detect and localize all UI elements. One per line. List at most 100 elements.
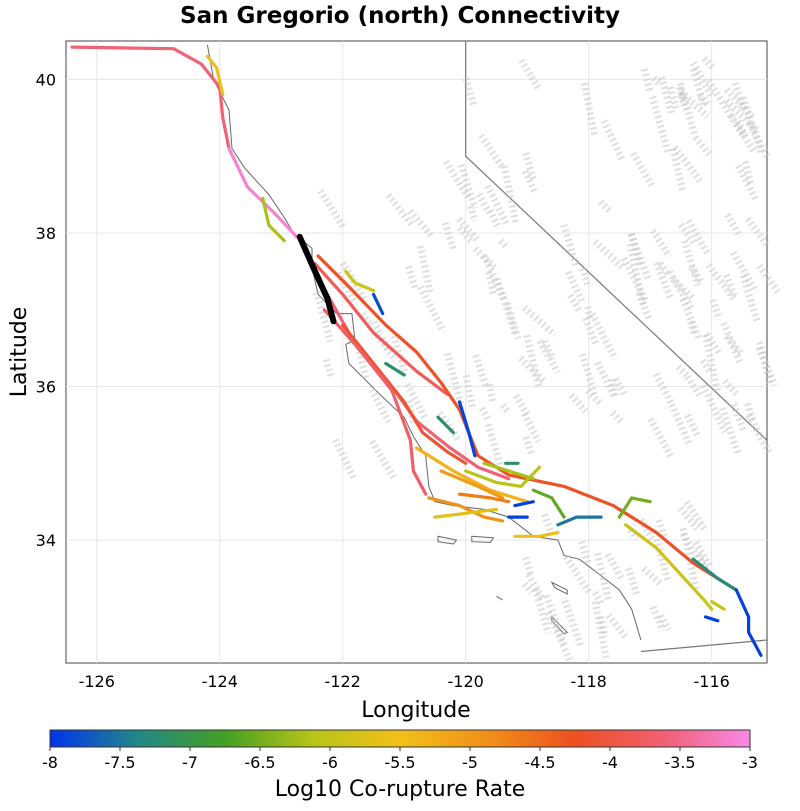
colorbar-ticks: -8 -7.5 -7 -6.5 -6 -5.5 -5 -4.5 -4 -3.5 -3: [42, 747, 758, 772]
colorbar-tick-label: -6.5: [244, 753, 275, 772]
background-fault-trace: [627, 527, 640, 541]
background-fault-trace: [755, 346, 778, 387]
island-outline: [437, 535, 458, 545]
background-fault-trace: [545, 611, 574, 664]
background-fault-trace: [626, 243, 648, 308]
background-fault-trace: [541, 513, 555, 535]
fault-rupture-path: [436, 415, 455, 435]
colorbar-tick-label: -7: [182, 753, 198, 772]
background-fault-trace: [498, 238, 510, 251]
fault-rupture-path: [703, 615, 720, 623]
background-fault-trace: [359, 312, 374, 328]
background-fault-trace: [610, 410, 625, 425]
chart-title: San Gregorio (north) Connectivity: [180, 3, 620, 29]
background-fault-trace: [522, 435, 535, 456]
background-fault-trace: [678, 89, 710, 119]
background-fault-trace: [612, 377, 629, 399]
background-fault-trace: [567, 293, 583, 314]
background-fault-trace: [442, 159, 473, 201]
colorbar-label: Log10 Co-rupture Rate: [275, 777, 526, 802]
grid-lines: [66, 41, 767, 663]
map-plot-area: [65, 40, 783, 664]
background-fault-trace: [637, 518, 656, 541]
colorbar-tick-label: -6: [322, 753, 338, 772]
colorbar-tick-label: -5: [462, 753, 478, 772]
background-fault-trace: [390, 334, 408, 373]
background-fault-trace: [692, 135, 715, 159]
background-fault-trace: [675, 364, 691, 379]
fault-rupture-path: [322, 308, 428, 496]
fault-rupture-path: [531, 488, 566, 519]
background-fault-trace: [741, 160, 755, 185]
fault-rupture-path: [261, 196, 286, 243]
y-axis-label: Latitude: [7, 307, 32, 398]
background-fault-trace: [722, 273, 738, 298]
background-fault-trace: [322, 358, 336, 380]
background-fault-trace: [649, 228, 673, 259]
background-fault-trace: [653, 261, 674, 299]
background-fault-trace: [589, 312, 619, 361]
background-fault-trace: [668, 403, 692, 445]
fault-rupture-path: [313, 262, 449, 396]
background-fault-trace: [417, 285, 447, 334]
background-fault-trace: [724, 87, 757, 121]
background-fault-trace: [484, 184, 510, 225]
background-fault-trace: [536, 339, 561, 375]
background-fault-trace: [630, 151, 656, 188]
background-fault-trace: [684, 413, 702, 439]
background-fault-trace: [657, 261, 671, 277]
background-fault-trace: [676, 82, 699, 138]
background-fault-trace: [513, 393, 531, 417]
coastline: [206, 44, 642, 641]
fault-rupture-path: [617, 496, 652, 519]
background-fault-trace: [592, 239, 627, 272]
colorbar-tick-label: -3: [742, 753, 758, 772]
background-fault-trace: [598, 199, 613, 215]
x-tick-label: -124: [202, 672, 238, 691]
background-fault-trace: [697, 92, 712, 108]
background-fault-trace: [685, 218, 711, 256]
connected-faults: [70, 45, 763, 657]
highlighted-section: [296, 233, 337, 325]
colorbar-tick-label: -4.5: [524, 753, 555, 772]
fault-rupture-path: [513, 500, 535, 508]
fault-rupture-path: [227, 146, 299, 239]
fault-rupture-path: [624, 523, 714, 611]
y-tick-label: 36: [36, 378, 56, 397]
background-fault-trace: [678, 222, 697, 246]
y-axis-ticks: 34 36 38 40: [36, 70, 56, 550]
fault-rupture-path: [371, 292, 385, 316]
background-fault-trace: [690, 61, 716, 100]
background-fault-trace: [724, 212, 744, 239]
island-outline: [550, 581, 568, 595]
background-fault-trace: [640, 68, 654, 93]
background-fault-trace: [405, 265, 419, 290]
background-fault-trace: [462, 374, 477, 411]
background-fault-trace: [720, 321, 744, 364]
fault-rupture-path: [457, 400, 477, 458]
san-gregorio-north-section: [296, 233, 337, 325]
background-fault-trace: [518, 58, 542, 91]
colorbar-tick-label: -8: [42, 753, 58, 772]
background-fault-trace: [521, 412, 542, 444]
fault-rupture-path: [556, 515, 603, 527]
background-fault-trace: [669, 148, 687, 193]
island-outline: [551, 615, 569, 635]
background-fault-trace: [500, 403, 512, 416]
background-fault-trace: [703, 331, 724, 357]
background-fault-trace: [690, 68, 707, 106]
background-fault-trace: [444, 352, 466, 409]
background-fault-trace: [594, 360, 619, 400]
x-tick-label: -116: [694, 672, 730, 691]
background-fault-trace: [521, 581, 535, 595]
colorbar-tick-label: -7.5: [104, 753, 135, 772]
background-fault-trace: [653, 372, 674, 405]
background-fault-trace: [407, 208, 434, 238]
background-fault-trace: [485, 383, 497, 404]
background-fault-trace: [666, 86, 680, 110]
background-fault-trace: [699, 358, 713, 374]
fault-rupture-path: [70, 45, 231, 151]
background-fault-trace: [565, 270, 586, 304]
background-fault-trace: [404, 382, 428, 420]
background-fault-trace: [756, 263, 783, 297]
